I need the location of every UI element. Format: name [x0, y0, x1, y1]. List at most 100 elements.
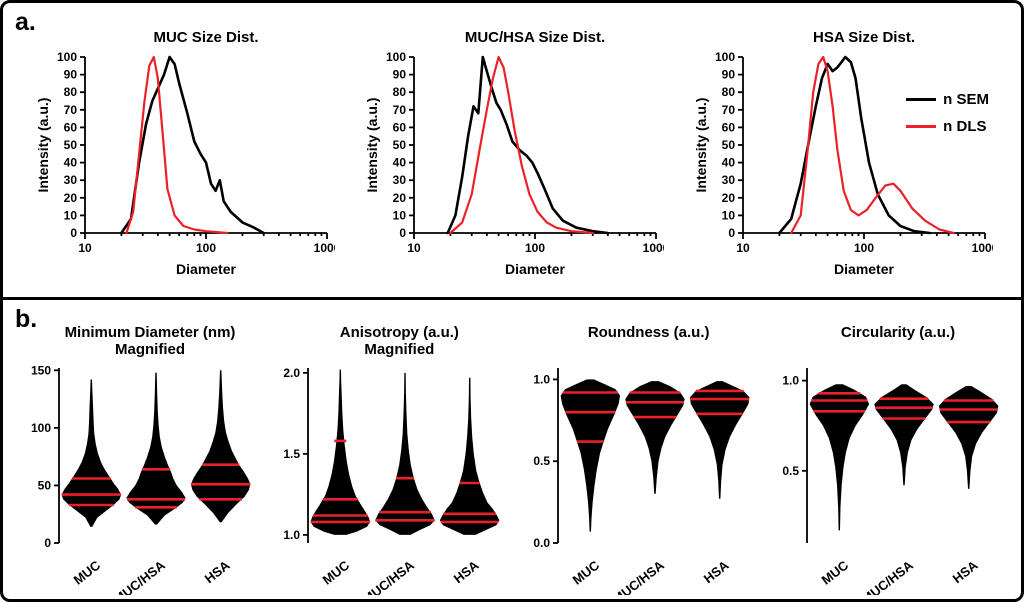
muc-hsa-size-dist-plot: 0102030405060708090100101001000DiameterI…: [364, 49, 670, 277]
chart-roundness: Roundness (a.u.) 0.0 0.5 1.0 MUC MUC/HSA HSA: [518, 324, 756, 599]
svg-text:30: 30: [64, 173, 78, 187]
svg-text:60: 60: [722, 120, 736, 134]
chart-title: MUC Size Dist.: [153, 29, 259, 46]
chart-title: Minimum Diameter (nm) Magnified: [43, 324, 257, 360]
chart-title: HSA Size Dist.: [813, 29, 915, 46]
circularity-violin-plot: 0.5 1.0 MUC MUC/HSA HSA: [767, 360, 1005, 599]
svg-text:HSA: HSA: [451, 557, 482, 586]
line-charts-row: MUC Size Dist. 0 10 20 30 40 50 60 70 80 90 100 10 1…: [3, 3, 1021, 277]
svg-text:0: 0: [70, 226, 77, 240]
svg-text:MUC: MUC: [71, 557, 104, 587]
svg-text:10: 10: [78, 241, 92, 255]
anisotropy-violin-plot: 1.0 1.5 2.0 MUC MUC/HSA HSA: [268, 360, 506, 599]
svg-text:50: 50: [722, 138, 736, 152]
legend-item-sem: n SEM: [906, 91, 989, 108]
svg-text:HSA: HSA: [202, 557, 233, 586]
svg-text:0: 0: [399, 226, 406, 240]
svg-text:Intensity (a.u.): Intensity (a.u.): [364, 98, 380, 193]
panel-b: b. Minimum Diameter (nm) Magnified 0 50 10…: [3, 300, 1021, 599]
svg-text:30: 30: [722, 173, 736, 187]
svg-text:20: 20: [393, 191, 407, 205]
chart-hsa-size-dist: HSA Size Dist. 0 10 20 30 40 50 60 70 80 90 100 10 1…: [693, 29, 999, 277]
svg-text:2.0: 2.0: [284, 366, 301, 380]
svg-text:MUC: MUC: [819, 557, 852, 587]
sem-line-swatch: [906, 98, 937, 101]
hsa-size-dist-plot: 0102030405060708090100101001000DiameterI…: [693, 49, 999, 277]
svg-text:10: 10: [722, 208, 736, 222]
violin-charts-row: Minimum Diameter (nm) Magnified 0 50 100 15…: [3, 300, 1021, 599]
svg-text:30: 30: [393, 173, 407, 187]
chart-title-line1: Roundness (a.u.): [587, 324, 710, 341]
svg-text:50: 50: [64, 138, 78, 152]
chart-circularity: Circularity (a.u.) 0.5 1.0 MUC MUC/HSA HSA: [767, 324, 1005, 599]
svg-text:10: 10: [393, 208, 407, 222]
chart-title: Roundness (a.u.): [542, 324, 756, 360]
svg-text:60: 60: [393, 120, 407, 134]
svg-text:MUC/HSA: MUC/HSA: [859, 557, 917, 595]
svg-text:70: 70: [393, 103, 407, 117]
svg-text:HSA: HSA: [950, 557, 981, 586]
svg-text:1000: 1000: [972, 241, 993, 255]
svg-text:20: 20: [64, 191, 78, 205]
minimum-diameter-violin-plot: 0 50 100 150 MUC MUC/HSA HSA: [19, 360, 257, 599]
legend-label-dls: n DLS: [943, 118, 987, 135]
svg-text:HSA: HSA: [700, 557, 731, 586]
svg-text:0.5: 0.5: [782, 464, 799, 478]
muc-size-dist-plot: 0102030405060708090100101001000DiameterI…: [35, 49, 341, 277]
svg-text:80: 80: [722, 85, 736, 99]
svg-text:100: 100: [525, 241, 545, 255]
svg-text:Diameter: Diameter: [834, 261, 894, 277]
svg-text:Intensity (a.u.): Intensity (a.u.): [693, 98, 709, 193]
svg-text:100: 100: [854, 241, 874, 255]
svg-text:0: 0: [728, 226, 735, 240]
svg-text:1.5: 1.5: [284, 447, 301, 461]
panel-a-label: a.: [15, 8, 36, 36]
svg-text:MUC: MUC: [569, 557, 602, 587]
svg-text:10: 10: [64, 208, 78, 222]
svg-text:1.0: 1.0: [782, 374, 799, 388]
svg-text:90: 90: [722, 68, 736, 82]
svg-text:100: 100: [196, 241, 216, 255]
svg-text:1000: 1000: [643, 241, 664, 255]
panel-a: a. MUC Size Dist. 0 10 20 30 40 50 60 70 80 90 100…: [3, 3, 1021, 300]
svg-text:Diameter: Diameter: [176, 261, 236, 277]
svg-text:MUC/HSA: MUC/HSA: [360, 557, 418, 595]
svg-text:20: 20: [722, 191, 736, 205]
panel-b-label: b.: [15, 305, 38, 333]
svg-text:90: 90: [64, 68, 78, 82]
svg-text:80: 80: [64, 85, 78, 99]
svg-text:Diameter: Diameter: [505, 261, 565, 277]
svg-text:1.0: 1.0: [533, 372, 550, 386]
chart-muc-hsa-size-dist: MUC/HSA Size Dist. 0 10 20 30 40 50 60 70 80 90 10…: [364, 29, 670, 277]
chart-minimum-diameter: Minimum Diameter (nm) Magnified 0 50 100 15…: [19, 324, 257, 599]
chart-anisotropy: Anisotropy (a.u.) Magnified 1.0 1.5 2.0 MUC…: [268, 324, 506, 599]
svg-text:80: 80: [393, 85, 407, 99]
svg-text:1.0: 1.0: [284, 528, 301, 542]
svg-text:0.5: 0.5: [533, 454, 550, 468]
dls-line-swatch: [906, 125, 937, 128]
svg-text:40: 40: [393, 156, 407, 170]
chart-title: MUC/HSA Size Dist.: [464, 29, 606, 46]
svg-text:Intensity (a.u.): Intensity (a.u.): [35, 98, 51, 193]
svg-text:150: 150: [31, 363, 51, 377]
chart-title-line1: Minimum Diameter (nm): [64, 324, 236, 341]
svg-text:10: 10: [407, 241, 421, 255]
svg-text:100: 100: [386, 50, 406, 64]
chart-title: Anisotropy (a.u.) Magnified: [292, 324, 506, 360]
svg-text:90: 90: [393, 68, 407, 82]
svg-text:1000: 1000: [314, 241, 335, 255]
chart-title-line2: Magnified: [364, 341, 435, 358]
roundness-violin-plot: 0.0 0.5 1.0 MUC MUC/HSA HSA: [518, 360, 756, 599]
svg-text:0: 0: [44, 536, 51, 550]
chart-title-line1: Circularity (a.u.): [840, 324, 956, 341]
legend-label-sem: n SEM: [943, 91, 989, 108]
chart-muc-size-dist: MUC Size Dist. 0 10 20 30 40 50 60 70 80 90 100 10 1…: [35, 29, 341, 277]
svg-text:100: 100: [715, 50, 735, 64]
chart-title-line2: Magnified: [115, 341, 185, 358]
chart-title-line1: Anisotropy (a.u.): [339, 324, 459, 341]
svg-text:60: 60: [64, 120, 78, 134]
svg-text:40: 40: [64, 156, 78, 170]
svg-text:10: 10: [736, 241, 750, 255]
svg-text:50: 50: [393, 138, 407, 152]
